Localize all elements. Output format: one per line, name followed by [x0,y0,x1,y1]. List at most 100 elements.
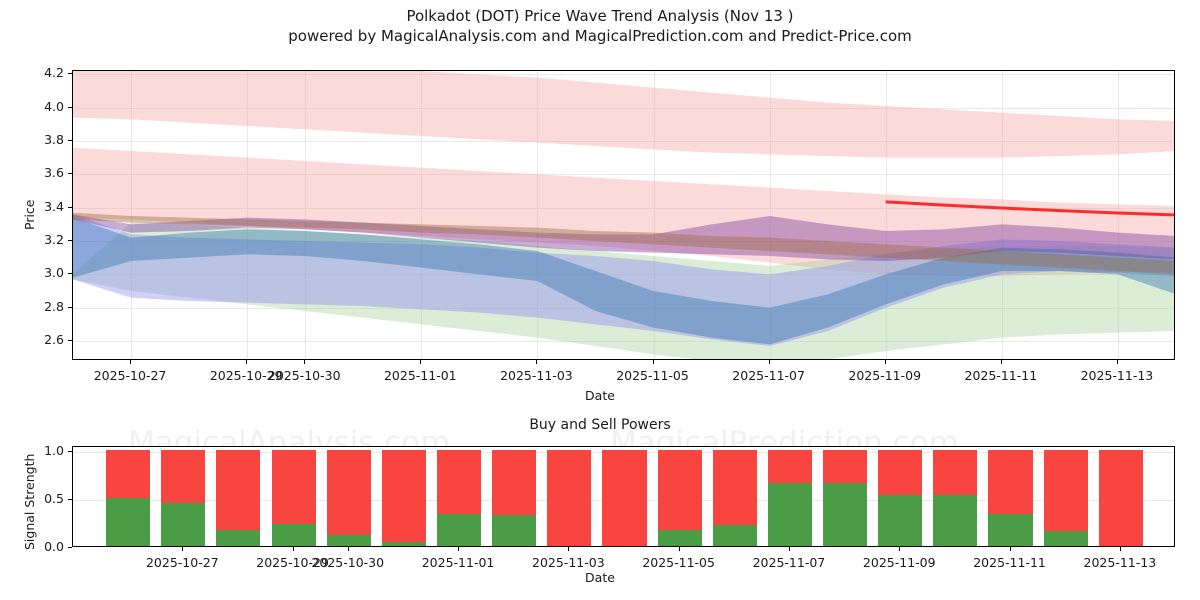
buy-sell-bar[interactable] [436,449,482,546]
buy-sell-bar[interactable] [492,449,537,546]
gridline-horizontal [73,107,1174,109]
y-tick-mark [68,206,72,208]
x-tick-label: 2025-10-29 [209,368,283,383]
buy-power-segment[interactable] [933,495,978,546]
y-tick-label: 0.5 [44,490,64,506]
gridline-horizontal [73,174,1174,176]
buy-power-segment[interactable] [381,542,426,546]
x-tick-label: 2025-11-05 [642,555,715,570]
sell-power-segment[interactable] [271,449,316,524]
price-band-lower-red-channel [73,147,1174,276]
buy-sell-bar[interactable] [657,449,702,546]
sell-power-segment[interactable] [602,449,647,546]
x-tick-label: 2025-11-07 [732,368,805,383]
sell-power-segment[interactable] [1098,449,1143,546]
price-wave-x-axis-label: Date [585,388,615,403]
buy-sell-bar[interactable] [602,449,647,546]
gridline-vertical [769,71,771,359]
sell-power-segment[interactable] [381,449,426,543]
sell-power-segment[interactable] [492,449,537,516]
buy-power-segment[interactable] [326,535,371,546]
buy-power-segment[interactable] [657,529,702,546]
gridline-vertical [247,71,249,359]
buy-sell-bar[interactable] [823,449,868,546]
x-tick-label: 2025-11-03 [532,555,605,570]
buy-sell-bars-layer [73,447,1174,546]
y-tick-label: 2.8 [44,298,64,314]
x-tick-mark [1000,360,1002,364]
sell-power-segment[interactable] [326,449,371,536]
x-tick-mark [652,360,654,364]
y-tick-label: 1.0 [44,442,64,458]
y-tick-label: 4.2 [44,65,64,81]
buy-power-segment[interactable] [436,514,482,546]
x-tick-mark [182,547,184,551]
buy-sell-bar[interactable] [1043,449,1088,546]
buy-power-segment[interactable] [1043,530,1088,546]
buy-sell-bar[interactable] [767,449,812,546]
buy-sell-powers-title: Buy and Sell Powers [529,417,671,433]
x-tick-mark [420,360,422,364]
buy-power-segment[interactable] [988,514,1033,546]
sell-power-segment[interactable] [712,449,757,525]
y-tick-label: 4.0 [44,98,64,114]
sell-power-segment[interactable] [988,449,1033,515]
price-wave-y-axis-label: Price [22,199,37,231]
price-band-green-support-band [73,222,1174,359]
buy-sell-bar[interactable] [271,449,316,546]
x-tick-label: 2025-11-13 [1083,555,1157,570]
sell-power-segment[interactable] [878,449,923,496]
gridline-vertical [131,71,133,359]
sell-power-segment[interactable] [933,449,978,496]
buy-sell-bar[interactable] [933,449,978,546]
sell-power-segment[interactable] [161,449,206,503]
buy-sell-powers-panel: Buy and Sell Powers 2025-10-27 2025-10-29… [0,405,1200,600]
buy-sell-bar[interactable] [988,449,1033,546]
sell-power-segment[interactable] [767,449,812,483]
buy-power-segment[interactable] [878,495,923,546]
gridline-vertical [537,71,539,359]
gridline-vertical [885,71,887,359]
buy-sell-bar[interactable] [106,449,151,546]
y-tick-mark [68,140,72,141]
y-tick-mark [68,306,72,308]
buy-sell-bar[interactable] [381,449,426,546]
buy-power-segment[interactable] [271,523,316,546]
buy-power-segment[interactable] [823,482,868,546]
buy-power-segment[interactable] [106,497,151,546]
sell-power-segment[interactable] [657,449,702,530]
sell-power-segment[interactable] [1043,449,1088,531]
x-tick-mark [568,547,570,551]
sell-power-segment[interactable] [823,449,868,483]
buy-sell-bar[interactable] [161,449,206,546]
buy-power-segment[interactable] [712,524,757,546]
gridline-vertical [1117,71,1119,359]
x-tick-mark [292,547,294,551]
sell-power-segment[interactable] [547,449,592,546]
x-tick-mark [768,360,770,364]
buy-power-segment[interactable] [161,502,206,546]
buy-sell-bar[interactable] [216,449,261,546]
x-tick-label: 2025-11-09 [862,555,936,570]
buy-sell-bar[interactable] [878,449,923,546]
buy-power-segment[interactable] [767,482,812,546]
buy-sell-bar[interactable] [326,449,371,546]
sell-power-segment[interactable] [436,449,482,515]
buy-sell-bar[interactable] [547,449,592,546]
x-tick-label: 2025-11-01 [421,555,495,570]
x-tick-label: 2025-10-27 [93,368,167,383]
x-tick-label: 2025-10-30 [267,368,341,383]
y-tick-label: 3.8 [44,132,64,147]
buy-power-segment[interactable] [492,515,537,546]
y-tick-mark [68,340,72,341]
buy-power-segment[interactable] [216,529,261,546]
gridline-vertical [305,71,307,359]
buy-sell-bar[interactable] [712,449,757,546]
sell-power-segment[interactable] [106,449,151,498]
y-tick-mark [68,240,72,241]
buy-sell-powers-plot-area [72,446,1175,547]
x-tick-mark [1009,547,1011,551]
sell-power-segment[interactable] [216,449,261,530]
buy-sell-bar[interactable] [1098,449,1143,546]
